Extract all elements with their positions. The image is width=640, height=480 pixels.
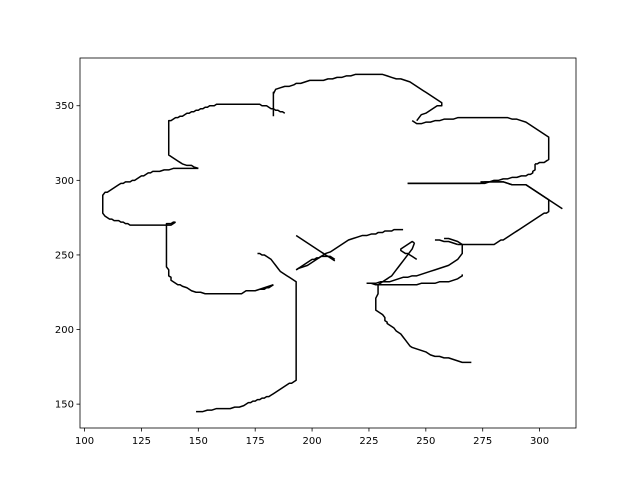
- series-line-15: [377, 242, 416, 286]
- series-line-8: [407, 163, 536, 185]
- series-line-6: [272, 73, 443, 122]
- series-line-19: [295, 234, 336, 262]
- y-tick-label: 150: [55, 400, 74, 411]
- series-line-14: [375, 284, 472, 364]
- series-line-2: [165, 221, 274, 295]
- plot-frame: [79, 57, 577, 429]
- series-lines: [102, 73, 563, 413]
- y-tick-label: 250: [55, 250, 74, 261]
- series-line-12: [366, 237, 463, 285]
- series-line-13: [366, 274, 463, 286]
- series-line-9: [407, 181, 563, 210]
- x-tick-label: 300: [530, 436, 549, 447]
- series-line-0: [196, 252, 297, 413]
- series-line-4: [167, 103, 286, 170]
- x-tick-label: 100: [75, 436, 94, 447]
- y-tick-label: 300: [55, 176, 74, 187]
- x-tick-label: 250: [416, 436, 435, 447]
- x-tick-label: 125: [132, 436, 151, 447]
- series-line-16: [400, 240, 418, 261]
- x-tick-label: 175: [246, 436, 265, 447]
- x-tick-label: 150: [189, 436, 208, 447]
- y-axis: 150 200 250 300 350: [55, 101, 80, 411]
- series-line-3: [102, 167, 199, 226]
- x-axis: 100 125 150 175 200 225 250 275 300: [75, 428, 549, 447]
- series-line-17: [295, 228, 404, 271]
- series-line-10: [457, 181, 550, 246]
- x-tick-label: 275: [473, 436, 492, 447]
- x-tick-label: 200: [303, 436, 322, 447]
- y-tick-label: 350: [55, 101, 74, 112]
- series-line-7: [411, 116, 550, 165]
- y-tick-label: 200: [55, 325, 74, 336]
- x-tick-label: 225: [359, 436, 378, 447]
- series-line-11: [434, 239, 458, 246]
